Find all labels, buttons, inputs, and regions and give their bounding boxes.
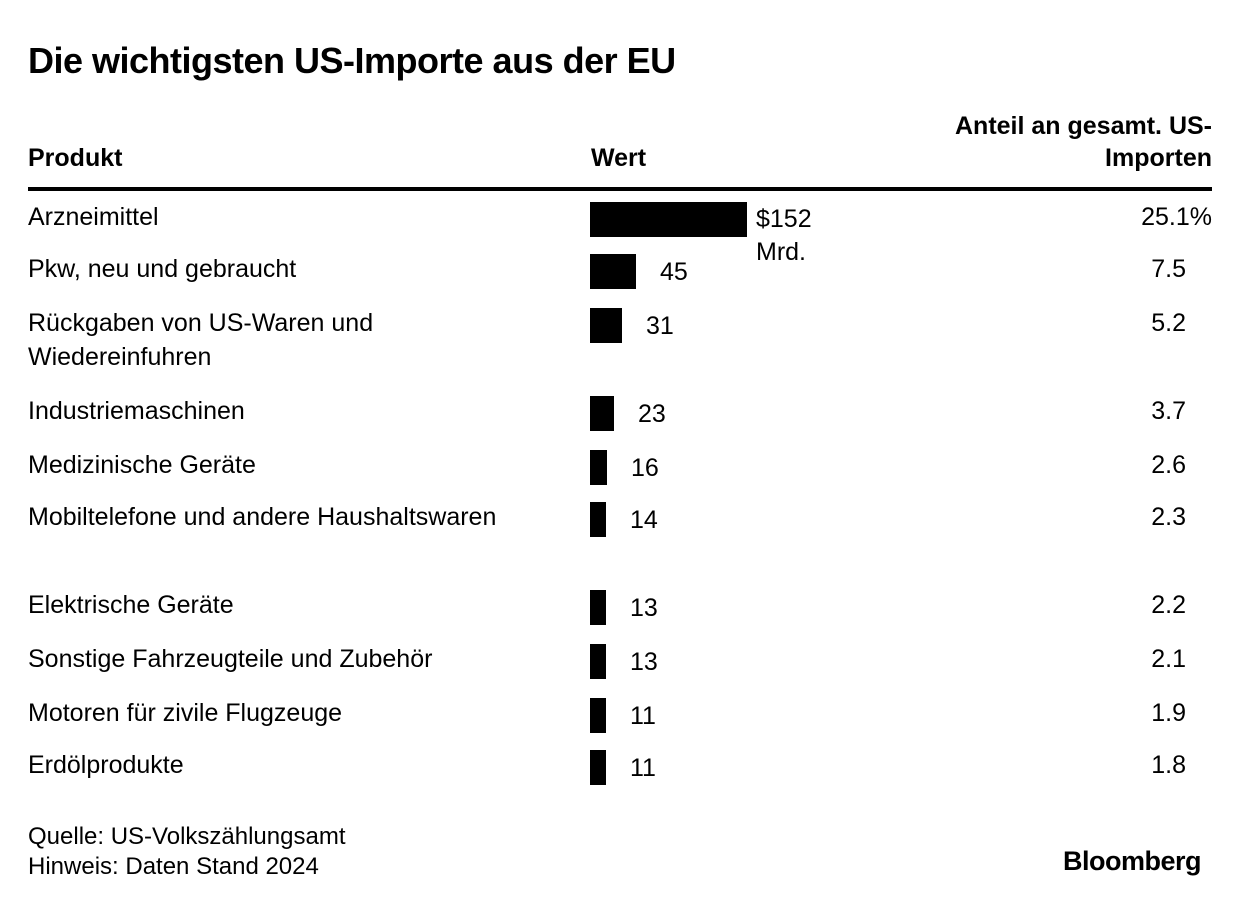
share-value: 1.9	[1151, 699, 1186, 727]
product-label: Industriemaschinen	[28, 397, 245, 425]
value-bar	[590, 698, 606, 733]
value-label: 14	[630, 503, 658, 537]
header-rule	[28, 187, 1212, 191]
value-label: 13	[630, 645, 658, 679]
share-value: 2.3	[1151, 503, 1186, 531]
value-label: 23	[638, 397, 666, 431]
product-label: Sonstige Fahrzeugteile und Zubehör	[28, 645, 433, 673]
value-number: 45	[660, 258, 688, 286]
value-bar	[590, 202, 747, 237]
share-value: 2.2	[1151, 591, 1186, 619]
value-number: 11	[630, 754, 656, 782]
value-label: 11	[630, 699, 656, 733]
value-label: 13	[630, 591, 658, 625]
chart-title: Die wichtigsten US-Importe aus der EU	[28, 40, 676, 81]
column-header-value: Wert	[591, 144, 647, 172]
value-bar	[590, 590, 606, 625]
value-bar	[590, 450, 607, 485]
value-number: 13	[630, 648, 658, 676]
value-number: 11	[630, 702, 656, 730]
value-number: 23	[638, 400, 666, 428]
value-number: 13	[630, 594, 658, 622]
value-label: 16	[631, 451, 659, 485]
share-value: 3.7	[1151, 397, 1186, 425]
product-label: Mobiltelefone und andere Haushaltswaren	[28, 503, 497, 531]
value-label: 45	[660, 255, 688, 289]
source-note: Quelle: US-Volkszählungsamt	[28, 823, 346, 850]
value-number: 31	[646, 312, 674, 340]
value-bar	[590, 644, 606, 679]
value-bar	[590, 308, 622, 343]
value-number: 16	[631, 454, 659, 482]
share-value: 2.1	[1151, 645, 1186, 673]
value-unit: Mrd.	[756, 238, 806, 266]
product-label: Pkw, neu und gebraucht	[28, 255, 297, 283]
share-value: 7.5	[1151, 255, 1186, 283]
value-bar	[590, 396, 614, 431]
share-value: 5.2	[1151, 309, 1186, 337]
value-label: $152 Mrd.	[756, 203, 812, 269]
bloomberg-logo: Bloomberg	[1062, 846, 1202, 876]
value-label: 11	[630, 751, 656, 785]
value-number: $152	[756, 205, 812, 233]
column-header-product: Produkt	[28, 144, 123, 172]
value-number: 14	[630, 506, 658, 534]
share-value: 1.8	[1151, 751, 1186, 779]
product-label: Medizinische Geräte	[28, 451, 256, 479]
share-value: 2.6	[1151, 451, 1186, 479]
product-label: Erdölprodukte	[28, 751, 184, 779]
column-header-share: Anteil an gesamt. US-Importen	[955, 112, 1212, 172]
value-label: 31	[646, 309, 674, 343]
data-note: Hinweis: Daten Stand 2024	[28, 853, 319, 880]
share-value: 25.1%	[1141, 203, 1212, 231]
value-bar	[590, 502, 606, 537]
value-bar	[590, 254, 636, 289]
product-label: Elektrische Geräte	[28, 591, 234, 619]
value-bar	[590, 750, 606, 785]
footer: Quelle: US-Volkszählungsamt Hinweis: Dat…	[28, 822, 345, 882]
product-label: Motoren für zivile Flugzeuge	[28, 699, 343, 727]
product-label: Rückgaben von US-Waren und Wiedereinfuhr…	[28, 309, 374, 371]
product-label: Arzneimittel	[28, 203, 159, 231]
